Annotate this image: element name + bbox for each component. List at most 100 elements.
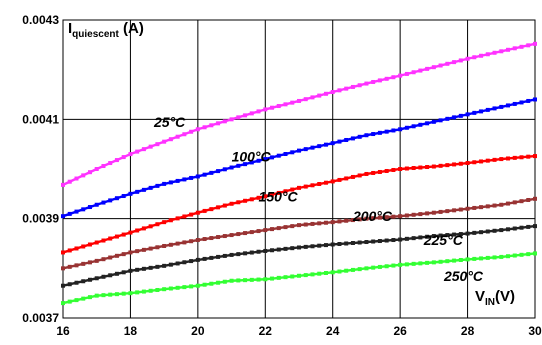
data-point-marker — [350, 84, 355, 89]
data-point-marker — [377, 78, 382, 83]
data-point-marker — [87, 242, 92, 247]
y-axis-title: Iquiescent (A) — [68, 20, 144, 40]
data-point-marker — [202, 282, 207, 287]
data-point-marker — [67, 299, 72, 304]
data-point-marker — [418, 165, 423, 170]
data-point-marker — [479, 159, 484, 164]
series-layer — [61, 41, 537, 306]
data-point-marker — [533, 251, 537, 256]
data-point-marker — [364, 133, 369, 138]
data-point-marker — [276, 275, 281, 280]
y-axis-title-sub: quiescent — [72, 29, 119, 40]
data-point-marker — [512, 253, 517, 258]
data-point-marker — [168, 180, 173, 185]
data-point-marker — [81, 207, 86, 212]
data-point-marker — [377, 130, 382, 135]
data-point-marker — [297, 223, 301, 228]
data-point-marker — [492, 228, 497, 233]
data-point-marker — [411, 261, 416, 266]
data-point-marker — [418, 261, 423, 266]
data-point-marker — [81, 244, 86, 249]
data-point-marker — [155, 264, 160, 269]
data-point-marker — [357, 134, 362, 139]
data-point-marker — [465, 231, 470, 236]
data-point-marker — [114, 292, 119, 297]
data-point-marker — [364, 240, 369, 245]
data-point-marker — [425, 66, 430, 71]
data-point-marker — [310, 221, 315, 226]
data-point-marker — [81, 261, 86, 266]
data-point-marker — [533, 97, 537, 102]
data-point-marker — [256, 109, 261, 114]
data-point-marker — [108, 255, 113, 260]
data-point-marker — [74, 298, 79, 303]
data-point-marker — [337, 139, 342, 144]
data-point-marker — [182, 260, 187, 265]
data-point-marker — [398, 73, 403, 78]
data-point-marker — [249, 111, 254, 116]
data-point-marker — [189, 175, 194, 180]
data-point-marker — [74, 176, 79, 181]
data-point-marker — [94, 293, 99, 298]
data-point-marker — [317, 271, 322, 276]
data-point-marker — [384, 215, 389, 220]
data-point-marker — [445, 233, 450, 238]
data-point-marker — [148, 224, 153, 229]
data-point-marker — [141, 247, 146, 252]
data-point-marker — [108, 161, 113, 166]
data-point-marker — [114, 271, 119, 276]
data-point-marker — [94, 202, 99, 207]
data-point-marker — [317, 182, 322, 186]
data-point-marker — [216, 205, 221, 210]
data-point-marker — [533, 154, 537, 159]
data-point-marker — [67, 282, 72, 287]
x-axis-title-unit: (V) — [495, 288, 515, 305]
data-point-marker — [425, 121, 430, 126]
y-axis-title-main: I — [68, 20, 72, 37]
data-point-marker — [519, 199, 524, 204]
data-point-marker — [371, 170, 376, 175]
data-point-marker — [364, 266, 369, 271]
data-point-marker — [458, 257, 463, 262]
x-axis-title: VIN(V) — [475, 288, 515, 308]
data-point-marker — [526, 154, 531, 159]
data-point-marker — [472, 160, 477, 165]
data-point-marker — [323, 220, 328, 225]
data-point-marker — [162, 181, 167, 186]
data-point-marker — [317, 243, 322, 248]
data-point-marker — [499, 202, 504, 207]
data-point-marker — [114, 253, 119, 258]
data-point-marker — [148, 144, 153, 149]
data-point-marker — [398, 167, 403, 171]
data-point-marker — [162, 287, 167, 292]
data-point-marker — [168, 262, 173, 267]
data-point-marker — [452, 162, 457, 167]
data-point-marker — [74, 263, 79, 268]
data-point-marker — [263, 277, 268, 282]
data-point-marker — [485, 255, 490, 260]
data-point-marker — [270, 227, 275, 232]
data-point-marker — [182, 285, 187, 290]
data-point-marker — [297, 273, 301, 278]
data-point-marker — [101, 200, 106, 205]
data-point-marker — [175, 134, 180, 139]
data-point-marker — [458, 232, 463, 237]
x-tick-label: 20 — [191, 324, 205, 338]
data-point-marker — [418, 68, 423, 73]
data-point-marker — [391, 75, 396, 80]
data-point-marker — [148, 265, 153, 270]
data-point-marker — [323, 91, 328, 96]
data-point-marker — [249, 250, 254, 255]
data-point-marker — [108, 198, 113, 203]
data-point-marker — [330, 270, 335, 275]
data-point-marker — [128, 191, 133, 196]
data-point-marker — [431, 119, 436, 124]
data-point-marker — [506, 47, 511, 52]
data-point-marker — [519, 225, 524, 230]
data-point-marker — [189, 284, 194, 289]
data-point-marker — [391, 263, 396, 268]
data-point-marker — [492, 50, 497, 55]
data-point-marker — [155, 142, 160, 147]
data-point-marker — [472, 205, 477, 210]
